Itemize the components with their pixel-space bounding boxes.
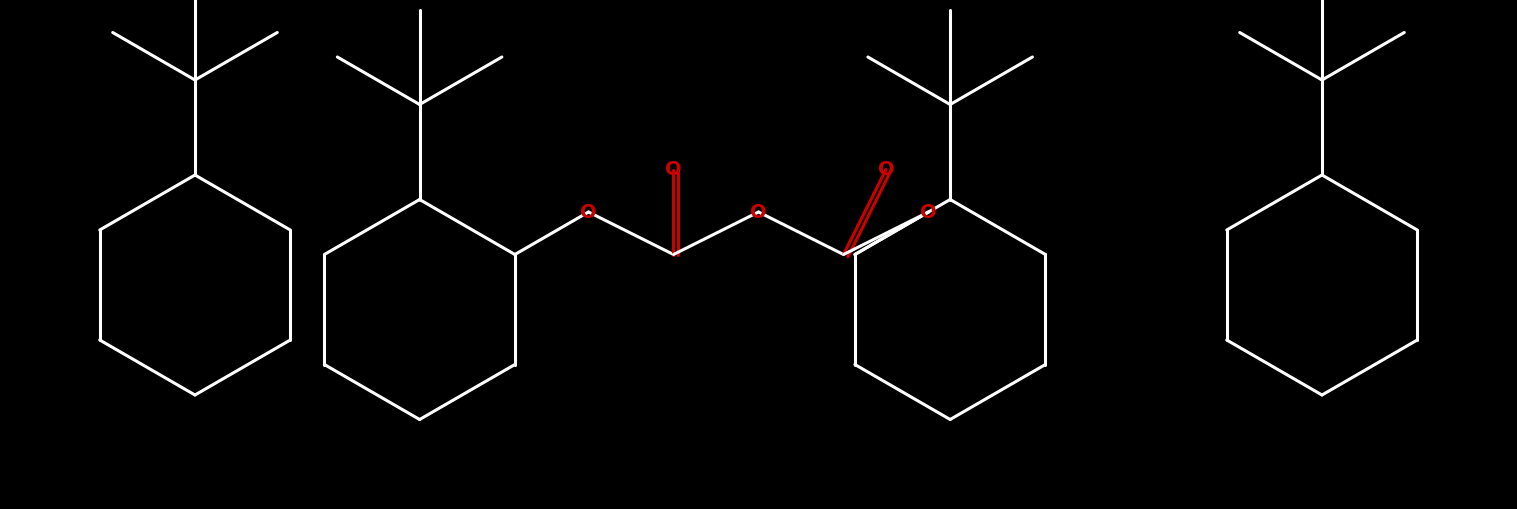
Text: O: O — [921, 203, 938, 221]
Text: O: O — [751, 203, 766, 221]
Text: O: O — [664, 160, 681, 179]
Text: O: O — [878, 160, 895, 179]
Text: O: O — [579, 203, 596, 221]
